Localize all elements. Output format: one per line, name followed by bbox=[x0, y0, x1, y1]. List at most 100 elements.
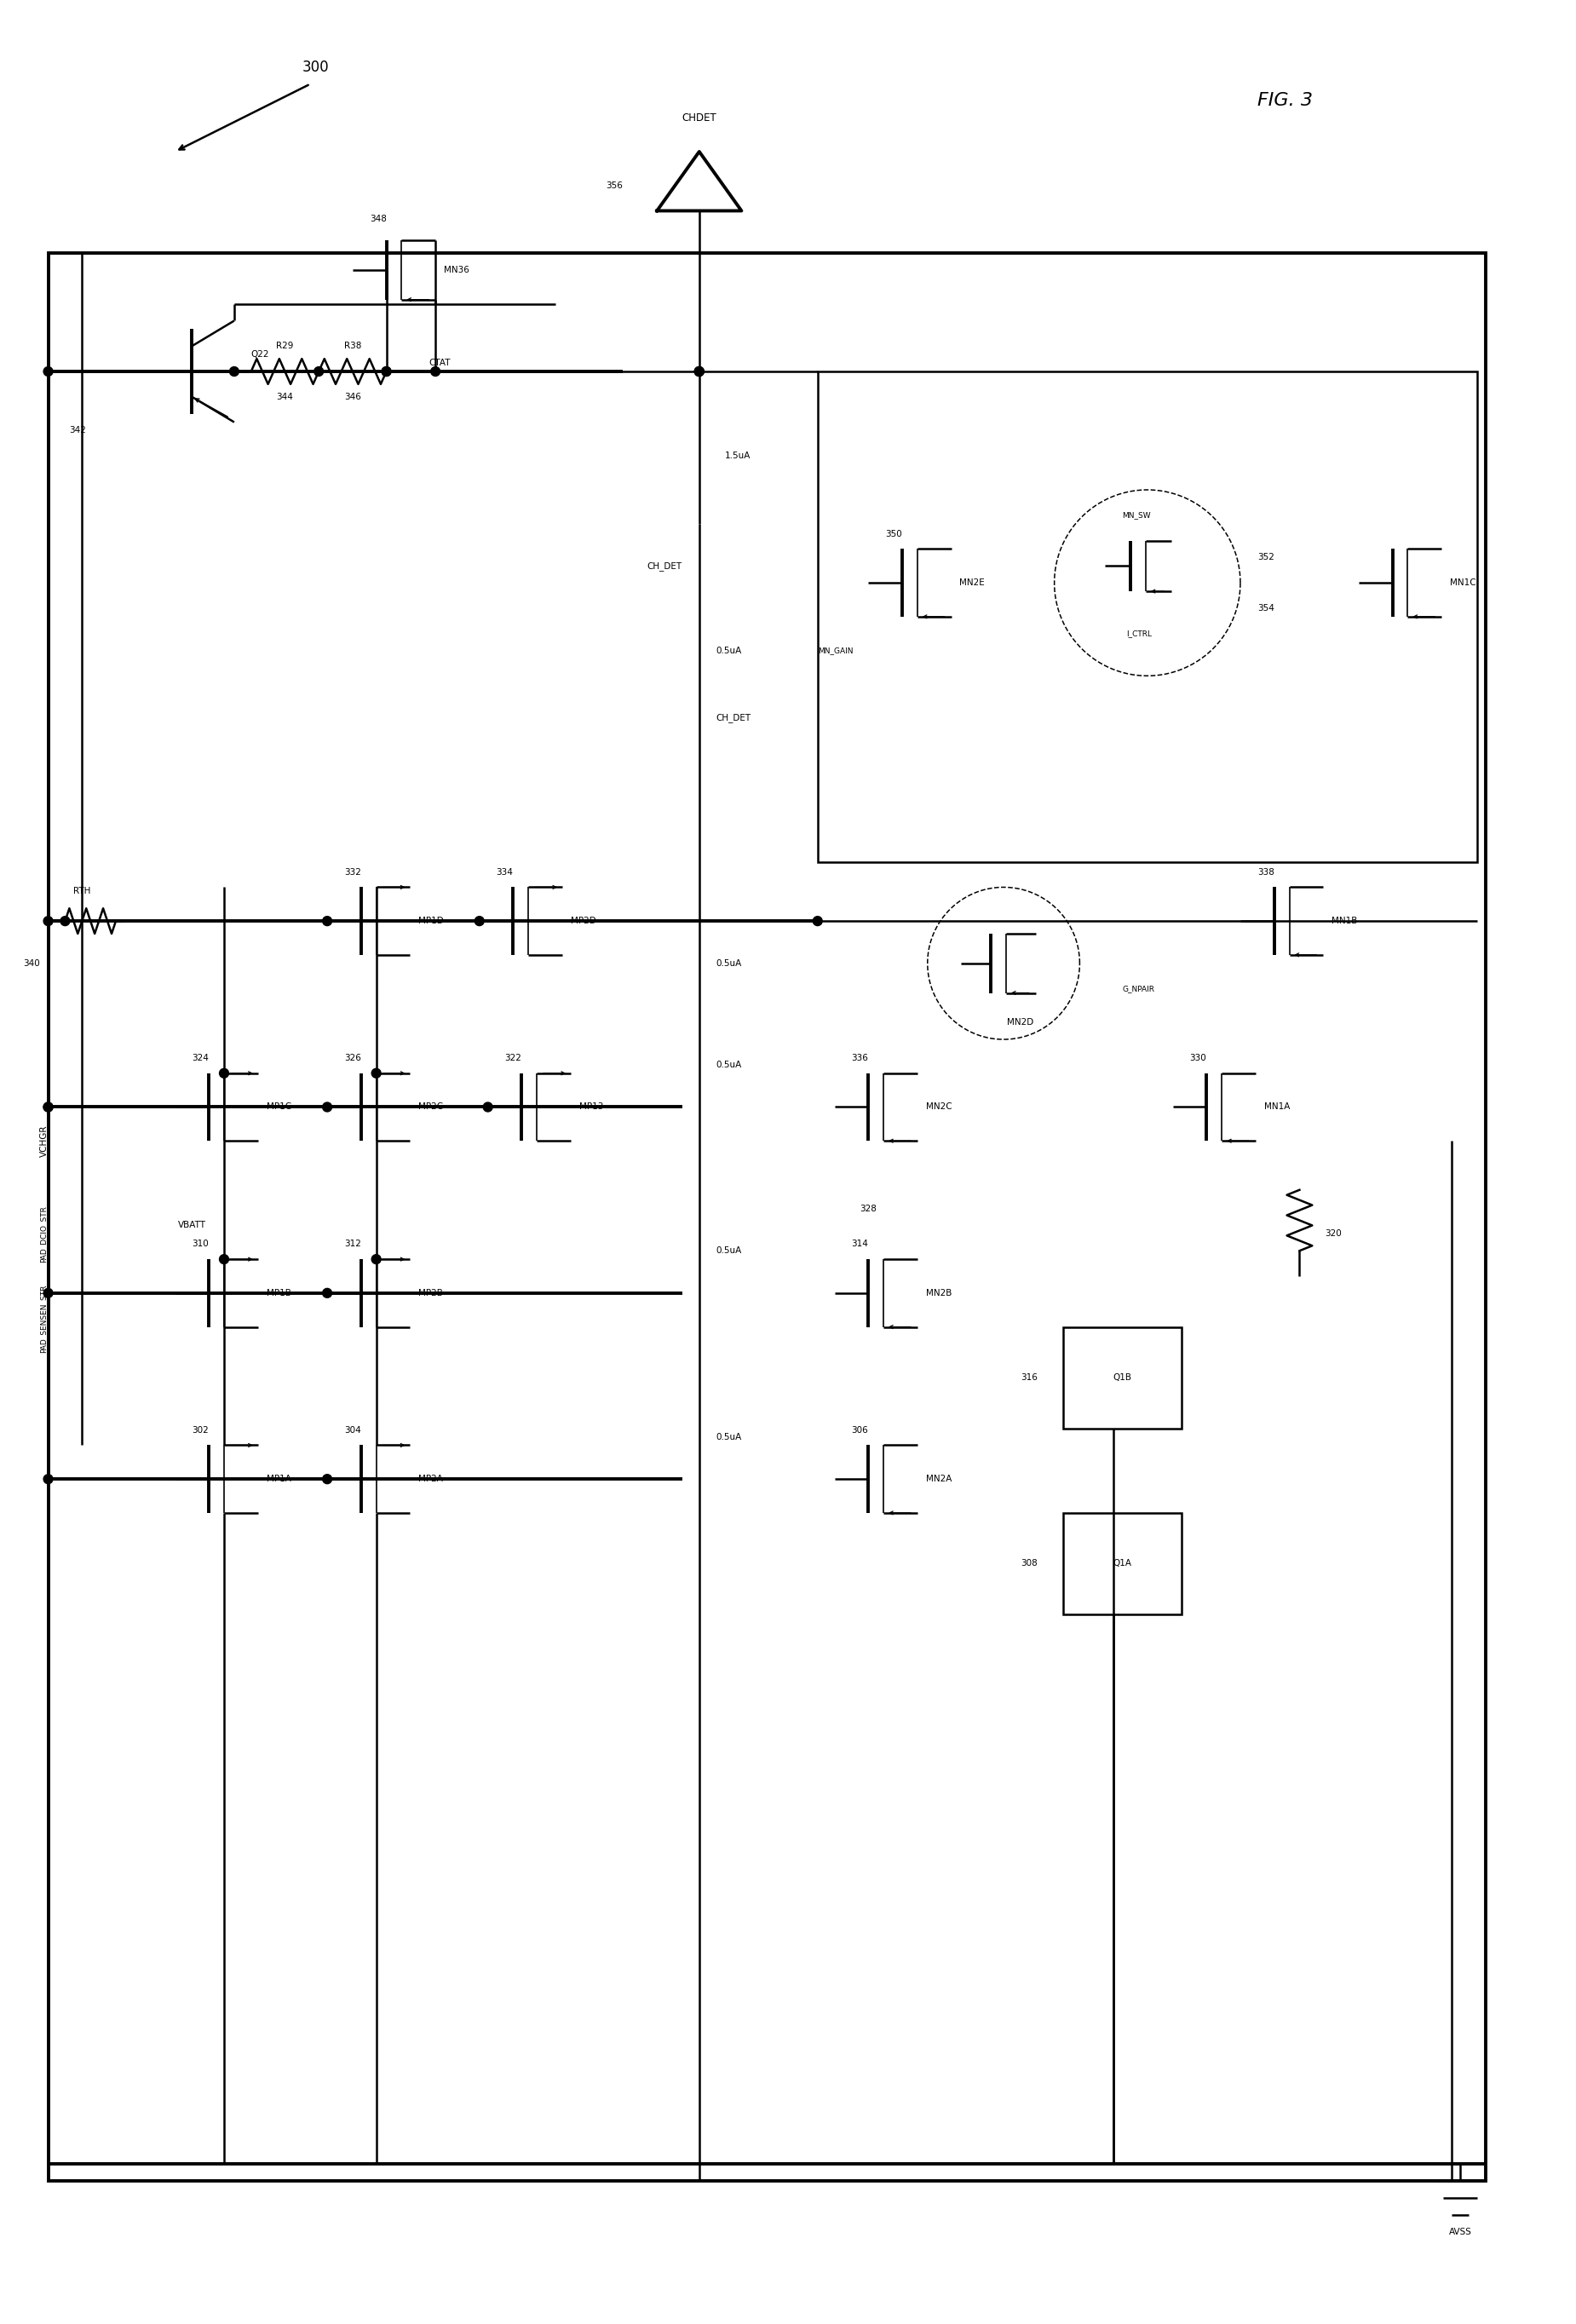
Text: 356: 356 bbox=[607, 181, 623, 191]
Text: 322: 322 bbox=[504, 1053, 522, 1062]
Text: 354: 354 bbox=[1258, 604, 1273, 614]
Circle shape bbox=[695, 367, 704, 376]
Bar bbox=[818, 372, 1477, 862]
Circle shape bbox=[230, 367, 240, 376]
Circle shape bbox=[372, 1069, 381, 1078]
Text: 342: 342 bbox=[69, 425, 87, 435]
Circle shape bbox=[44, 1287, 54, 1297]
Text: 352: 352 bbox=[1258, 553, 1273, 562]
Text: MN36: MN36 bbox=[444, 265, 470, 274]
Text: 320: 320 bbox=[1325, 1229, 1341, 1239]
Text: PAD_DCIO_STR: PAD_DCIO_STR bbox=[39, 1206, 47, 1262]
Circle shape bbox=[474, 916, 484, 925]
Text: MP1A: MP1A bbox=[266, 1476, 292, 1483]
Text: 316: 316 bbox=[1021, 1373, 1037, 1383]
Text: 332: 332 bbox=[344, 867, 361, 876]
Text: MN1B: MN1B bbox=[1332, 916, 1357, 925]
Circle shape bbox=[44, 367, 54, 376]
Circle shape bbox=[219, 1069, 229, 1078]
Circle shape bbox=[44, 1102, 54, 1111]
Text: G_NPAIR: G_NPAIR bbox=[1122, 985, 1155, 992]
Text: 328: 328 bbox=[860, 1204, 876, 1213]
Text: 350: 350 bbox=[886, 530, 901, 539]
Text: Q1A: Q1A bbox=[1113, 1559, 1132, 1569]
Text: 1.5uA: 1.5uA bbox=[725, 451, 750, 460]
Text: 300: 300 bbox=[303, 60, 329, 74]
Text: MN1C: MN1C bbox=[1450, 579, 1477, 588]
Text: Q1B: Q1B bbox=[1113, 1373, 1132, 1383]
Text: 302: 302 bbox=[192, 1425, 208, 1434]
Circle shape bbox=[60, 916, 69, 925]
Circle shape bbox=[372, 1255, 381, 1264]
Text: MN_GAIN: MN_GAIN bbox=[818, 646, 853, 655]
Text: 310: 310 bbox=[192, 1239, 208, 1248]
Text: 326: 326 bbox=[344, 1053, 361, 1062]
Circle shape bbox=[381, 367, 391, 376]
Circle shape bbox=[323, 1287, 333, 1297]
Circle shape bbox=[323, 1102, 333, 1111]
Circle shape bbox=[430, 367, 440, 376]
Text: 346: 346 bbox=[344, 393, 361, 402]
Text: MP13: MP13 bbox=[578, 1104, 604, 1111]
Text: 324: 324 bbox=[192, 1053, 210, 1062]
Text: MP1B: MP1B bbox=[266, 1290, 292, 1297]
Circle shape bbox=[381, 367, 391, 376]
Text: 0.5uA: 0.5uA bbox=[716, 646, 742, 655]
Text: I_CTRL: I_CTRL bbox=[1127, 630, 1152, 637]
Circle shape bbox=[44, 916, 54, 925]
Text: R38: R38 bbox=[344, 342, 361, 351]
Text: PAD_SENSEN_STR: PAD_SENSEN_STR bbox=[39, 1285, 47, 1353]
Bar bbox=[1062, 1327, 1180, 1429]
Text: MN2B: MN2B bbox=[925, 1290, 952, 1297]
Text: Q22: Q22 bbox=[251, 351, 269, 358]
Circle shape bbox=[219, 1255, 229, 1264]
Text: MN2C: MN2C bbox=[925, 1104, 952, 1111]
Text: 0.5uA: 0.5uA bbox=[716, 1246, 742, 1255]
Text: VCHGR: VCHGR bbox=[39, 1125, 49, 1157]
Text: CHDET: CHDET bbox=[682, 112, 717, 123]
Text: 344: 344 bbox=[276, 393, 293, 402]
Text: 314: 314 bbox=[851, 1239, 868, 1248]
Text: 336: 336 bbox=[851, 1053, 868, 1062]
Circle shape bbox=[695, 367, 704, 376]
Text: MN_SW: MN_SW bbox=[1122, 511, 1150, 518]
Circle shape bbox=[323, 1473, 333, 1483]
Text: MN1A: MN1A bbox=[1264, 1104, 1289, 1111]
Text: 0.5uA: 0.5uA bbox=[716, 1432, 742, 1441]
Circle shape bbox=[314, 367, 323, 376]
Text: R29: R29 bbox=[276, 342, 293, 351]
Text: RTH: RTH bbox=[74, 888, 91, 895]
Text: 0.5uA: 0.5uA bbox=[716, 960, 742, 967]
Text: MP1D: MP1D bbox=[419, 916, 444, 925]
Text: FIG. 3: FIG. 3 bbox=[1258, 93, 1313, 109]
Text: 312: 312 bbox=[344, 1239, 361, 1248]
Text: 306: 306 bbox=[851, 1425, 868, 1434]
Text: 348: 348 bbox=[369, 216, 386, 223]
Text: 340: 340 bbox=[24, 960, 39, 967]
Text: AVSS: AVSS bbox=[1448, 2226, 1472, 2236]
Circle shape bbox=[813, 916, 823, 925]
Text: MP2D: MP2D bbox=[571, 916, 596, 925]
Circle shape bbox=[44, 1102, 54, 1111]
Text: 308: 308 bbox=[1021, 1559, 1037, 1569]
Text: CH_DET: CH_DET bbox=[648, 562, 682, 572]
Bar bbox=[1062, 1513, 1180, 1615]
Text: 0.5uA: 0.5uA bbox=[716, 1060, 742, 1069]
Text: MP2A: MP2A bbox=[419, 1476, 443, 1483]
Text: VBATT: VBATT bbox=[178, 1220, 206, 1229]
Text: CTAT: CTAT bbox=[429, 358, 451, 367]
Text: 334: 334 bbox=[496, 867, 514, 876]
Bar bbox=[49, 253, 1486, 2180]
Text: MP2C: MP2C bbox=[419, 1104, 443, 1111]
Text: MP2B: MP2B bbox=[419, 1290, 443, 1297]
Text: MN2E: MN2E bbox=[960, 579, 985, 588]
Circle shape bbox=[484, 1102, 492, 1111]
Text: CH_DET: CH_DET bbox=[716, 713, 752, 723]
Text: MP1C: MP1C bbox=[266, 1104, 292, 1111]
Circle shape bbox=[323, 916, 333, 925]
Circle shape bbox=[44, 1473, 54, 1483]
Text: 304: 304 bbox=[344, 1425, 361, 1434]
Text: MN2D: MN2D bbox=[1007, 1018, 1034, 1027]
Text: 330: 330 bbox=[1190, 1053, 1207, 1062]
Text: MN2A: MN2A bbox=[925, 1476, 952, 1483]
